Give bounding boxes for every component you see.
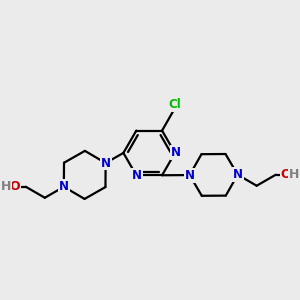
Text: H: H — [1, 180, 11, 193]
Text: N: N — [233, 168, 243, 181]
Text: N: N — [100, 157, 111, 169]
Text: O: O — [281, 168, 291, 181]
Text: O: O — [10, 180, 20, 193]
Text: N: N — [132, 169, 142, 182]
Text: H: H — [289, 168, 299, 181]
Text: N: N — [171, 146, 181, 159]
Text: N: N — [59, 180, 69, 193]
Text: N: N — [184, 169, 195, 182]
Text: Cl: Cl — [169, 98, 181, 111]
